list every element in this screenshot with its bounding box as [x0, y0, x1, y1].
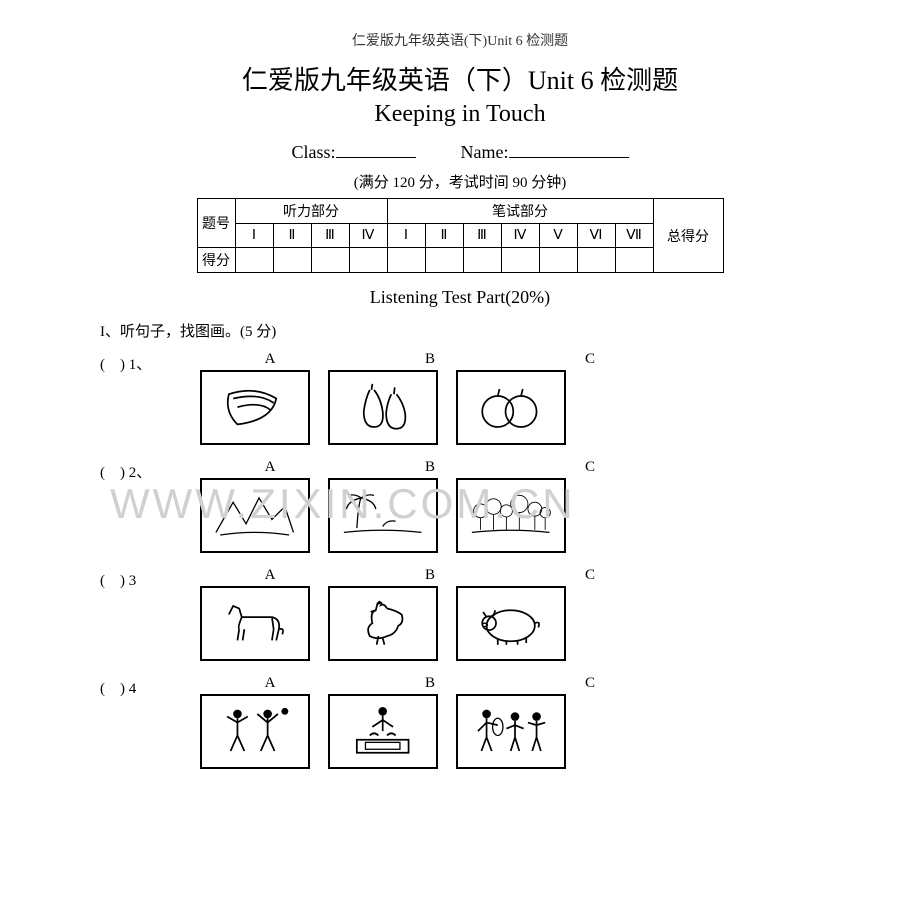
opt-label: B [380, 351, 480, 368]
pic-rooster [328, 586, 438, 661]
cell-empty [615, 248, 653, 273]
labels-row: A B C [220, 675, 820, 692]
cell-roman: Ⅱ [425, 224, 463, 248]
opt-label: C [540, 351, 640, 368]
question-number: ( ) 4 [100, 675, 190, 698]
question-row: ( ) 3 A B C [100, 567, 820, 671]
options-col: A B C [190, 351, 820, 455]
exam-info: (满分 120 分，考试时间 90 分钟) [100, 171, 820, 192]
name-blank [509, 140, 629, 158]
opt-label: A [220, 351, 320, 368]
question-number: ( ) 2、 [100, 459, 190, 482]
pic-forest [456, 478, 566, 553]
labels-row: A B C [220, 567, 820, 584]
pics-row [200, 478, 820, 553]
cell-roman: Ⅰ [235, 224, 273, 248]
question-number: ( ) 1、 [100, 351, 190, 374]
pic-horse [200, 586, 310, 661]
cell-empty [273, 248, 311, 273]
table-row: 题号 听力部分 笔试部分 总得分 [197, 199, 723, 224]
pics-row [200, 694, 820, 769]
cell-roman: Ⅶ [615, 224, 653, 248]
cell-roman: Ⅴ [539, 224, 577, 248]
cell-roman: Ⅲ [311, 224, 349, 248]
cell-empty [501, 248, 539, 273]
title-sub: Keeping in Touch [100, 101, 820, 128]
cell-tihao: 题号 [197, 199, 235, 248]
cell-empty [425, 248, 463, 273]
class-label: Class: [292, 142, 336, 162]
opt-label: B [380, 675, 480, 692]
cell-roman: Ⅲ [463, 224, 501, 248]
table-row: 得分 [197, 248, 723, 273]
cell-empty [387, 248, 425, 273]
cell-defen: 得分 [197, 248, 235, 273]
cell-empty [311, 248, 349, 273]
options-col: A B C [190, 675, 820, 779]
title-main: 仁爱版九年级英语（下）Unit 6 检测题 [100, 60, 820, 97]
cell-roman: Ⅱ [273, 224, 311, 248]
question-number: ( ) 3 [100, 567, 190, 590]
cell-empty [235, 248, 273, 273]
pic-pear [328, 370, 438, 445]
cell-empty [577, 248, 615, 273]
opt-label: C [540, 675, 640, 692]
options-col: A B C [190, 567, 820, 671]
listening-title: Listening Test Part(20%) [100, 287, 820, 308]
opt-label: A [220, 567, 320, 584]
pic-mountains [200, 478, 310, 553]
cell-listen-header: 听力部分 [235, 199, 387, 224]
cell-empty [539, 248, 577, 273]
question-row: ( ) 2、 A B C [100, 459, 820, 563]
pic-apple [456, 370, 566, 445]
pic-pig [456, 586, 566, 661]
options-col: A B C [190, 459, 820, 563]
opt-label: B [380, 459, 480, 476]
score-table: 题号 听力部分 笔试部分 总得分 Ⅰ Ⅱ Ⅲ Ⅳ Ⅰ Ⅱ Ⅲ Ⅳ Ⅴ Ⅵ Ⅶ 得… [197, 198, 724, 273]
question-row: ( ) 1、 A B C [100, 351, 820, 455]
cell-roman: Ⅰ [387, 224, 425, 248]
cell-empty [463, 248, 501, 273]
cell-roman: Ⅳ [349, 224, 387, 248]
pic-banana [200, 370, 310, 445]
pics-row [200, 586, 820, 661]
name-label: Name: [461, 142, 509, 162]
opt-label: C [540, 459, 640, 476]
cell-roman: Ⅵ [577, 224, 615, 248]
pic-beach [328, 478, 438, 553]
pic-cooking [328, 694, 438, 769]
opt-label: A [220, 675, 320, 692]
cell-total: 总得分 [653, 199, 723, 273]
class-blank [336, 140, 416, 158]
labels-row: A B C [220, 351, 820, 368]
cell-write-header: 笔试部分 [387, 199, 653, 224]
opt-label: B [380, 567, 480, 584]
pics-row [200, 370, 820, 445]
labels-row: A B C [220, 459, 820, 476]
opt-label: A [220, 459, 320, 476]
cell-empty [349, 248, 387, 273]
pic-music-group [456, 694, 566, 769]
page-header-small: 仁爱版九年级英语(下)Unit 6 检测题 [100, 30, 820, 50]
table-row: Ⅰ Ⅱ Ⅲ Ⅳ Ⅰ Ⅱ Ⅲ Ⅳ Ⅴ Ⅵ Ⅶ [197, 224, 723, 248]
opt-label: C [540, 567, 640, 584]
cell-roman: Ⅳ [501, 224, 539, 248]
class-name-row: Class: Name: [100, 140, 820, 163]
pic-dancing [200, 694, 310, 769]
section-label: I、听句子，找图画。(5 分) [100, 320, 820, 341]
question-row: ( ) 4 A B C [100, 675, 820, 779]
